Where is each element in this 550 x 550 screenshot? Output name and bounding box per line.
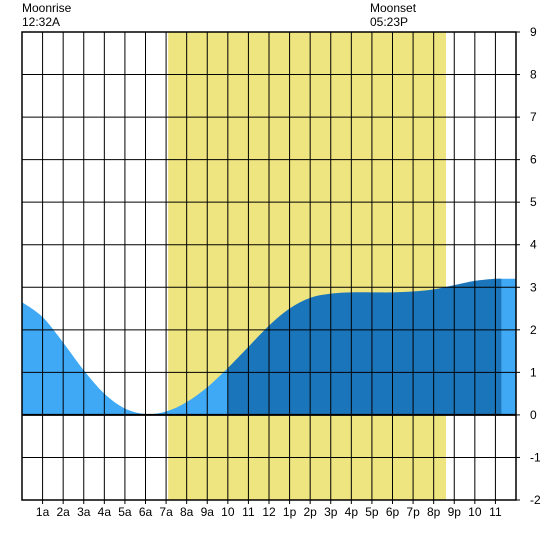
x-tick-label: 2a (56, 505, 70, 519)
y-tick-label: 2 (530, 323, 537, 337)
x-tick-label: 4p (345, 505, 359, 519)
x-tick-label: 3p (324, 505, 338, 519)
y-tick-label: 3 (530, 280, 537, 294)
x-tick-label: 8p (427, 505, 441, 519)
moonrise-time: 12:32A (22, 15, 60, 29)
moonrise-label: Moonrise (22, 1, 72, 15)
y-tick-label: 0 (530, 408, 537, 422)
x-tick-label: 9p (448, 505, 462, 519)
y-tick-label: 5 (530, 195, 537, 209)
x-tick-label: 1p (283, 505, 297, 519)
x-tick-label: 11 (489, 505, 502, 519)
moonset-label: Moonset (370, 1, 417, 15)
y-tick-label: 1 (530, 365, 537, 379)
y-tick-label: -1 (530, 450, 541, 464)
tide-area-light-right (502, 279, 516, 415)
x-tick-label: 7p (406, 505, 420, 519)
x-tick-label: 8a (180, 505, 194, 519)
x-tick-label: 10 (468, 505, 482, 519)
x-tick-label: 1a (36, 505, 50, 519)
y-tick-label: -2 (530, 493, 541, 507)
x-tick-label: 12 (262, 505, 276, 519)
y-tick-label: 9 (530, 25, 537, 39)
chart-svg: -2-101234567891a2a3a4a5a6a7a8a9a1011121p… (0, 0, 550, 550)
x-tick-label: 4a (98, 505, 112, 519)
x-tick-label: 3a (77, 505, 91, 519)
x-tick-label: 11 (242, 505, 255, 519)
x-tick-label: 10 (221, 505, 235, 519)
moonset-time: 05:23P (370, 15, 408, 29)
y-tick-label: 6 (530, 153, 537, 167)
y-tick-label: 7 (530, 110, 537, 124)
x-tick-label: 7a (159, 505, 173, 519)
y-tick-label: 8 (530, 68, 537, 82)
x-tick-label: 9a (201, 505, 215, 519)
x-tick-label: 5a (118, 505, 132, 519)
x-tick-label: 6p (386, 505, 400, 519)
x-tick-label: 5p (365, 505, 379, 519)
x-tick-label: 6a (139, 505, 153, 519)
tide-chart: -2-101234567891a2a3a4a5a6a7a8a9a1011121p… (0, 0, 550, 550)
x-tick-label: 2p (303, 505, 317, 519)
y-tick-label: 4 (530, 238, 537, 252)
daylight-band (168, 32, 446, 500)
